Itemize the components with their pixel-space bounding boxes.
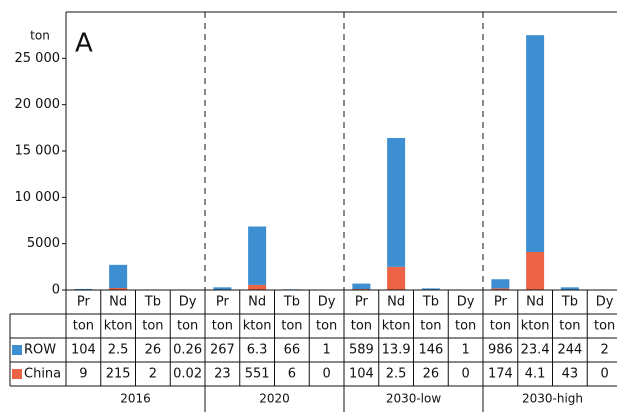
legend-label: ROW: [24, 343, 56, 358]
unit-label: ton: [420, 319, 441, 334]
element-label: Nd: [109, 295, 127, 310]
bar-segment: [387, 138, 406, 267]
table-value: 26: [423, 367, 440, 382]
group-label: 2016: [120, 392, 151, 406]
element-label: Pr: [77, 295, 91, 310]
table-value: 0.02: [173, 367, 202, 382]
table-value: 2: [600, 343, 608, 358]
unit-label: ton: [351, 319, 372, 334]
group-label: 2030-high: [522, 392, 583, 406]
table-value: 986: [488, 343, 513, 358]
table-value: 1: [461, 343, 469, 358]
y-tick-label: 15 000: [15, 144, 61, 159]
legend-swatch: [12, 345, 22, 355]
unit-label: ton: [177, 319, 198, 334]
element-label: Nd: [526, 295, 544, 310]
table-value: 6: [288, 367, 296, 382]
unit-label: ton: [142, 319, 163, 334]
unit-label: kton: [382, 319, 411, 334]
bar-segment: [248, 284, 267, 290]
table-value: 13.9: [382, 343, 411, 358]
bar-segment: [387, 266, 406, 290]
table-value: 2.5: [386, 367, 407, 382]
element-label: Pr: [494, 295, 508, 310]
element-label: Pr: [355, 295, 369, 310]
group-label: 2030-low: [386, 392, 442, 406]
y-axis-label: ton: [30, 29, 50, 43]
unit-label: ton: [559, 319, 580, 334]
element-label: Pr: [216, 295, 230, 310]
table-value: 104: [349, 367, 374, 382]
table-value: 244: [557, 343, 582, 358]
table-value: 1: [322, 343, 330, 358]
bar-segment: [248, 226, 267, 285]
bar-segment: [526, 252, 545, 290]
table-value: 174: [488, 367, 513, 382]
y-tick-label: 0: [52, 283, 60, 298]
table-value: 0: [600, 367, 608, 382]
bar-segment: [491, 279, 510, 289]
table-value: 43: [562, 367, 579, 382]
table-value: 4.1: [525, 367, 546, 382]
unit-label: ton: [455, 319, 476, 334]
y-tick-label: 20 000: [15, 97, 61, 112]
element-label: Tb: [283, 295, 300, 310]
element-label: Dy: [596, 295, 614, 310]
bar-segment: [491, 288, 510, 290]
legend-label: China: [24, 367, 61, 382]
element-label: Dy: [179, 295, 197, 310]
element-label: Tb: [144, 295, 161, 310]
y-tick-label: 5000: [27, 236, 60, 251]
element-label: Dy: [318, 295, 336, 310]
unit-label: ton: [73, 319, 94, 334]
table-value: 267: [210, 343, 235, 358]
bar-segment: [109, 264, 128, 289]
bar-segment: [352, 283, 371, 290]
table-value: 146: [418, 343, 443, 358]
table-value: 215: [106, 367, 131, 382]
unit-label: ton: [316, 319, 337, 334]
y-tick-label: 10 000: [15, 190, 61, 205]
table-value: 551: [245, 367, 270, 382]
table-value: 66: [284, 343, 301, 358]
bar-segment: [109, 288, 128, 290]
panel-label: A: [75, 29, 93, 59]
unit-label: kton: [521, 319, 550, 334]
unit-label: ton: [490, 319, 511, 334]
element-label: Tb: [561, 295, 578, 310]
unit-label: kton: [104, 319, 133, 334]
legend-swatch: [12, 369, 22, 379]
group-label: 2020: [259, 392, 290, 406]
table-value: 23.4: [521, 343, 550, 358]
table-value: 0.26: [173, 343, 202, 358]
unit-label: ton: [594, 319, 615, 334]
table-value: 26: [145, 343, 162, 358]
table-value: 2.5: [108, 343, 129, 358]
bar-segment: [213, 287, 232, 290]
y-tick-label: 25 000: [15, 51, 61, 66]
table-value: 9: [79, 367, 87, 382]
table-value: 0: [322, 367, 330, 382]
table-value: 6.3: [247, 343, 268, 358]
bar-segment: [74, 288, 93, 290]
unit-label: ton: [212, 319, 233, 334]
table-value: 2: [149, 367, 157, 382]
element-label: Nd: [387, 295, 405, 310]
bar-segment: [421, 288, 440, 290]
element-label: Dy: [457, 295, 475, 310]
bar-segment: [560, 287, 579, 290]
unit-label: kton: [243, 319, 272, 334]
element-label: Nd: [248, 295, 266, 310]
element-label: Tb: [422, 295, 439, 310]
table-value: 0: [461, 367, 469, 382]
table-value: 589: [349, 343, 374, 358]
bar-segment: [526, 35, 545, 253]
table-value: 23: [214, 367, 231, 382]
table-value: 104: [71, 343, 96, 358]
unit-label: ton: [281, 319, 302, 334]
